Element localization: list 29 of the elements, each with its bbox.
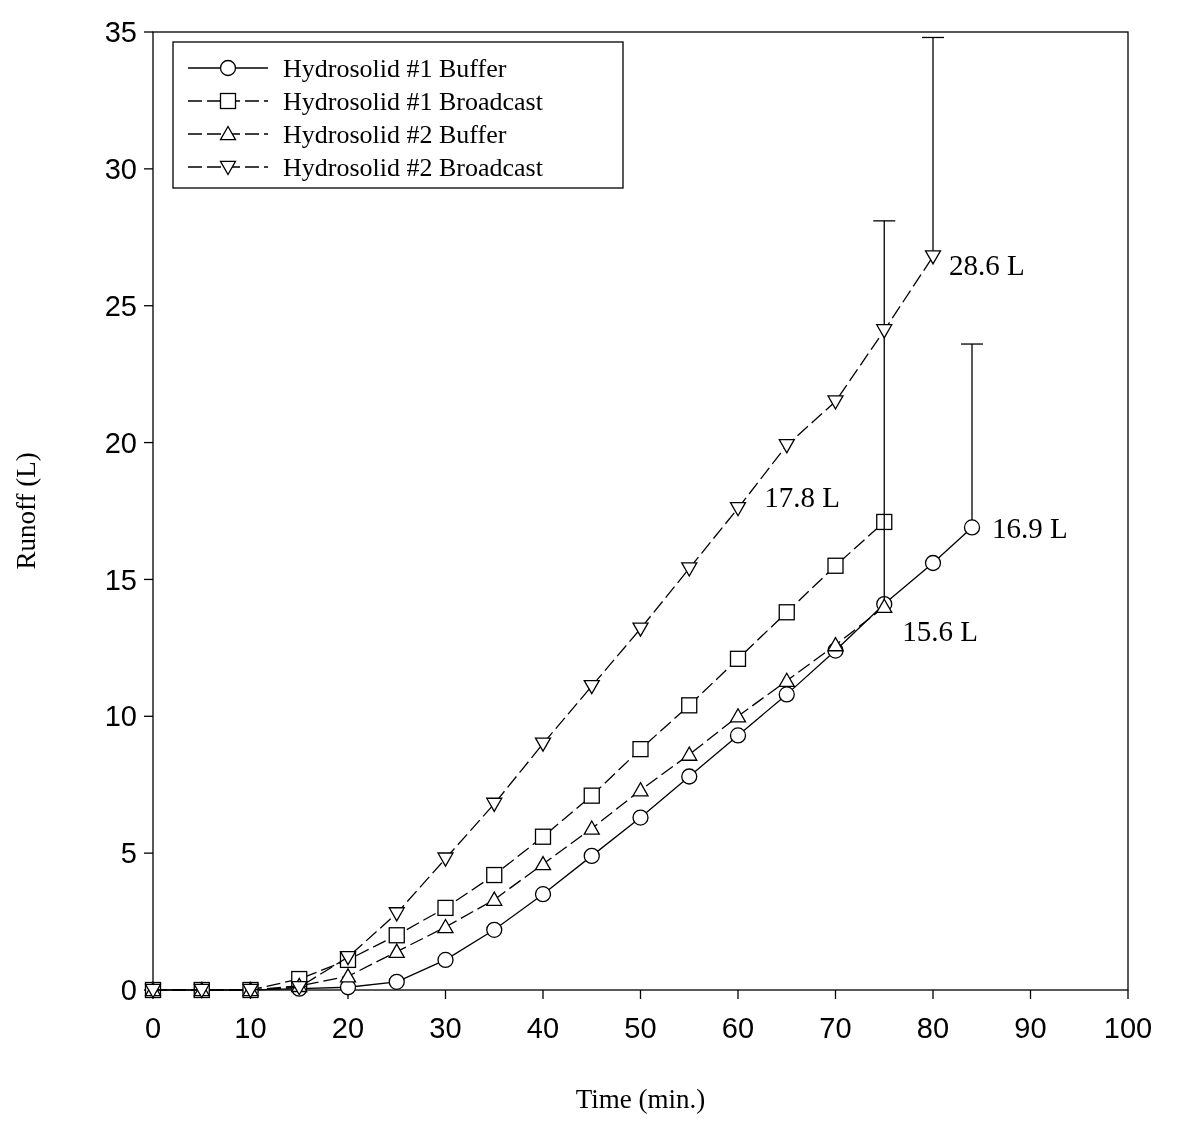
y-axis-title: Runoff (L) xyxy=(11,452,41,570)
annotation: 16.9 L xyxy=(992,511,1068,544)
y-tick-label: 20 xyxy=(104,426,137,459)
x-tick-label: 60 xyxy=(721,1012,755,1044)
legend-label: Hydrosolid #1 Buffer xyxy=(283,54,507,84)
y-tick-label: 5 xyxy=(120,837,137,870)
x-tick-label: 20 xyxy=(331,1012,365,1044)
x-tick-label: 70 xyxy=(819,1012,852,1044)
legend-label: Hydrosolid #1 Broadcast xyxy=(283,87,544,117)
x-tick-label: 0 xyxy=(144,1012,162,1044)
annotation: 15.6 L xyxy=(902,614,978,647)
x-axis-title: Time (min.) xyxy=(575,1084,706,1114)
annotation: 17.8 L xyxy=(764,481,840,514)
x-tick-label: 90 xyxy=(1014,1012,1047,1044)
annotation: 28.6 L xyxy=(949,248,1025,281)
x-tick-label: 30 xyxy=(429,1012,462,1044)
x-tick-label: 80 xyxy=(916,1012,950,1044)
legend-label: Hydrosolid #2 Broadcast xyxy=(283,153,544,183)
y-tick-label: 35 xyxy=(104,16,137,49)
y-tick-label: 0 xyxy=(120,974,137,1007)
x-tick-label: 100 xyxy=(1103,1012,1153,1044)
y-tick-label: 25 xyxy=(104,289,137,322)
x-tick-label: 10 xyxy=(234,1012,267,1044)
y-tick-label: 30 xyxy=(104,153,137,186)
legend-label: Hydrosolid #2 Buffer xyxy=(283,120,507,150)
y-tick-label: 10 xyxy=(104,700,137,733)
x-tick-label: 40 xyxy=(526,1012,560,1044)
x-tick-label: 50 xyxy=(624,1012,657,1044)
y-tick-label: 15 xyxy=(104,563,137,596)
